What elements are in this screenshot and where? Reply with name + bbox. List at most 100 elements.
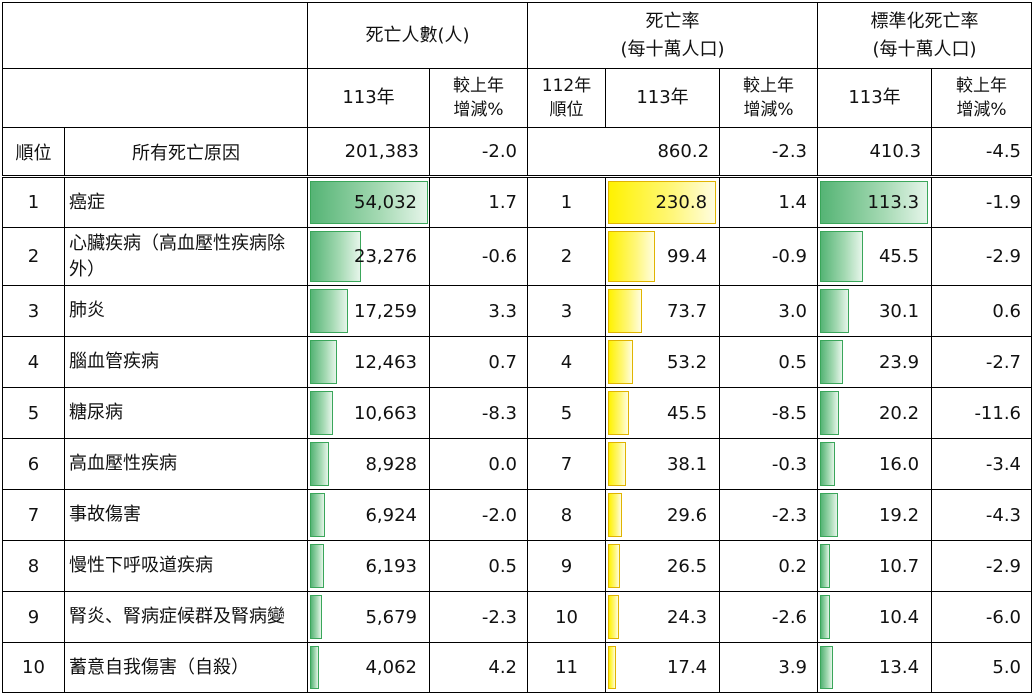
total-rate: 860.2 (527, 127, 721, 177)
rate-cell-value: 230.8 (655, 192, 708, 213)
rate-cell-bar (608, 544, 621, 588)
std-rate-cell-value: 16.0 (878, 453, 920, 475)
deaths-cell-value: 10,663 (354, 402, 417, 424)
deaths-change-cell: 3.3 (428, 285, 529, 337)
cause-cell: 糖尿病 (64, 387, 308, 439)
rate-cell-value: 24.3 (666, 606, 708, 628)
change-line2: 增減% (743, 100, 794, 120)
prev-rank-line1: 112年 (541, 76, 592, 96)
total-row: 順位 所有死亡原因 201,383 -2.0 860.2 -2.3 410.3 … (2, 127, 1033, 177)
header-row-1: 死亡人數(人) 死亡率 (每十萬人口) 標準化死亡率 (每十萬人口) (2, 2, 1033, 69)
std-change-cell: -4.3 (931, 489, 1033, 541)
deaths-cell-bar (310, 181, 428, 224)
rank-cell: 8 (2, 540, 65, 592)
std-change-cell: -6.0 (931, 591, 1033, 643)
rate-cell-value: 73.7 (666, 300, 708, 322)
deaths-cell: 10,663 (307, 387, 430, 439)
table-row: 10 蓄意自我傷害（自殺） 4,062 4.2 11 17.4 3.9 13.4 5.0 (2, 642, 1033, 693)
deaths-cell-value: 12,463 (354, 351, 417, 373)
std-change-cell: 0.6 (931, 285, 1033, 337)
deaths-change-cell: 1.7 (428, 175, 529, 228)
header-std-line2: (每十萬人口) (872, 38, 977, 60)
rate-cell-value: 99.4 (666, 246, 708, 267)
header-std-change: 較上年 增減% (931, 68, 1033, 128)
change-line1: 較上年 (453, 76, 504, 96)
deaths-cell: 6,924 (307, 489, 430, 541)
deaths-cell: 54,032 (307, 175, 430, 228)
table-row: 6 高血壓性疾病 8,928 0.0 7 38.1 -0.3 16.0 -3.4 (2, 438, 1033, 490)
rate-cell: 29.6 (605, 489, 721, 541)
header-std-year: 113年 (817, 68, 933, 128)
deaths-cell-value: 17,259 (354, 300, 417, 322)
header-rate-line1: 死亡率 (645, 10, 700, 32)
std-change-cell: 5.0 (931, 642, 1033, 693)
cause-cell: 癌症 (64, 175, 308, 228)
deaths-cell: 5,679 (307, 591, 430, 643)
std-rate-cell-value: 23.9 (878, 351, 920, 373)
rate-change-cell: 0.2 (719, 540, 819, 592)
total-std-rate: 410.3 (817, 127, 933, 177)
std-rate-cell: 113.3 (817, 175, 933, 228)
std-rate-cell-bar (820, 289, 850, 333)
std-rate-cell-value: 30.1 (878, 300, 920, 322)
total-std-change: -4.5 (931, 127, 1033, 177)
rate-cell: 17.4 (605, 642, 721, 693)
std-rate-cell-bar (820, 493, 839, 537)
std-change-cell: -11.6 (931, 387, 1033, 439)
deaths-cell-value: 54,032 (354, 192, 417, 213)
rate-change-cell: -8.5 (719, 387, 819, 439)
deaths-change-cell: -8.3 (428, 387, 529, 439)
rate-change-cell: 0.5 (719, 336, 819, 388)
std-rate-cell: 10.4 (817, 591, 933, 643)
rate-cell-value: 53.2 (666, 351, 708, 373)
rate-cell-value: 17.4 (666, 657, 708, 678)
cause-cell: 腎炎、腎病症候群及腎病變 (64, 591, 308, 643)
total-rate-change: -2.3 (719, 127, 819, 177)
prev-rank-cell: 9 (527, 540, 607, 592)
total-deaths-change: -2.0 (428, 127, 529, 177)
deaths-cell-bar (310, 595, 322, 639)
rank-cell: 7 (2, 489, 65, 541)
rate-cell: 73.7 (605, 285, 721, 337)
rate-cell-value: 29.6 (666, 504, 708, 526)
std-rate-cell-value: 10.7 (878, 555, 920, 577)
cause-cell: 腦血管疾病 (64, 336, 308, 388)
rank-cell: 4 (2, 336, 65, 388)
change-line1: 較上年 (743, 76, 795, 96)
prev-rank-cell: 7 (527, 438, 607, 490)
year-label: 113年 (848, 87, 901, 108)
std-rate-cell: 45.5 (817, 227, 933, 286)
deaths-cell: 4,062 (307, 642, 430, 693)
table-row: 1 癌症 54,032 1.7 1 230.8 1.4 113.3 -1.9 (2, 175, 1033, 228)
deaths-change-cell: -2.3 (428, 591, 529, 643)
std-rate-cell-value: 20.2 (878, 402, 920, 424)
deaths-cell-bar (310, 391, 333, 435)
std-rate-cell: 20.2 (817, 387, 933, 439)
rate-cell-value: 45.5 (666, 402, 708, 424)
rate-change-cell: 1.4 (719, 175, 819, 228)
header-rate-year: 113年 (605, 68, 721, 128)
header-prev-rank: 112年 順位 (527, 68, 607, 128)
header-row-2: 113年 較上年 增減% 112年 順位 113年 較上年 增減% 113年 較… (2, 68, 1033, 128)
header-rate-change: 較上年 增減% (719, 68, 819, 128)
change-line1: 較上年 (956, 76, 1008, 96)
cause-cell: 事故傷害 (64, 489, 308, 541)
deaths-cell-value: 5,679 (365, 606, 417, 628)
cause-cell: 高血壓性疾病 (64, 438, 308, 490)
year-label: 113年 (636, 87, 689, 108)
std-change-cell: -1.9 (931, 175, 1033, 228)
std-change-cell: -2.9 (931, 540, 1033, 592)
deaths-cell-bar (310, 493, 325, 537)
header-rate: 死亡率 (每十萬人口) (527, 2, 819, 69)
table-row: 5 糖尿病 10,663 -8.3 5 45.5 -8.5 20.2 -11.6 (2, 387, 1033, 439)
deaths-cell-bar (310, 231, 361, 282)
rate-cell-bar (608, 340, 634, 384)
deaths-cell: 17,259 (307, 285, 430, 337)
prev-rank-cell: 10 (527, 591, 607, 643)
change-line2: 增減% (453, 100, 504, 120)
rate-cell-bar (608, 231, 656, 282)
header-deaths-year: 113年 (307, 68, 430, 128)
rank-header: 順位 (2, 127, 65, 177)
cause-cell: 慢性下呼吸道疾病 (64, 540, 308, 592)
